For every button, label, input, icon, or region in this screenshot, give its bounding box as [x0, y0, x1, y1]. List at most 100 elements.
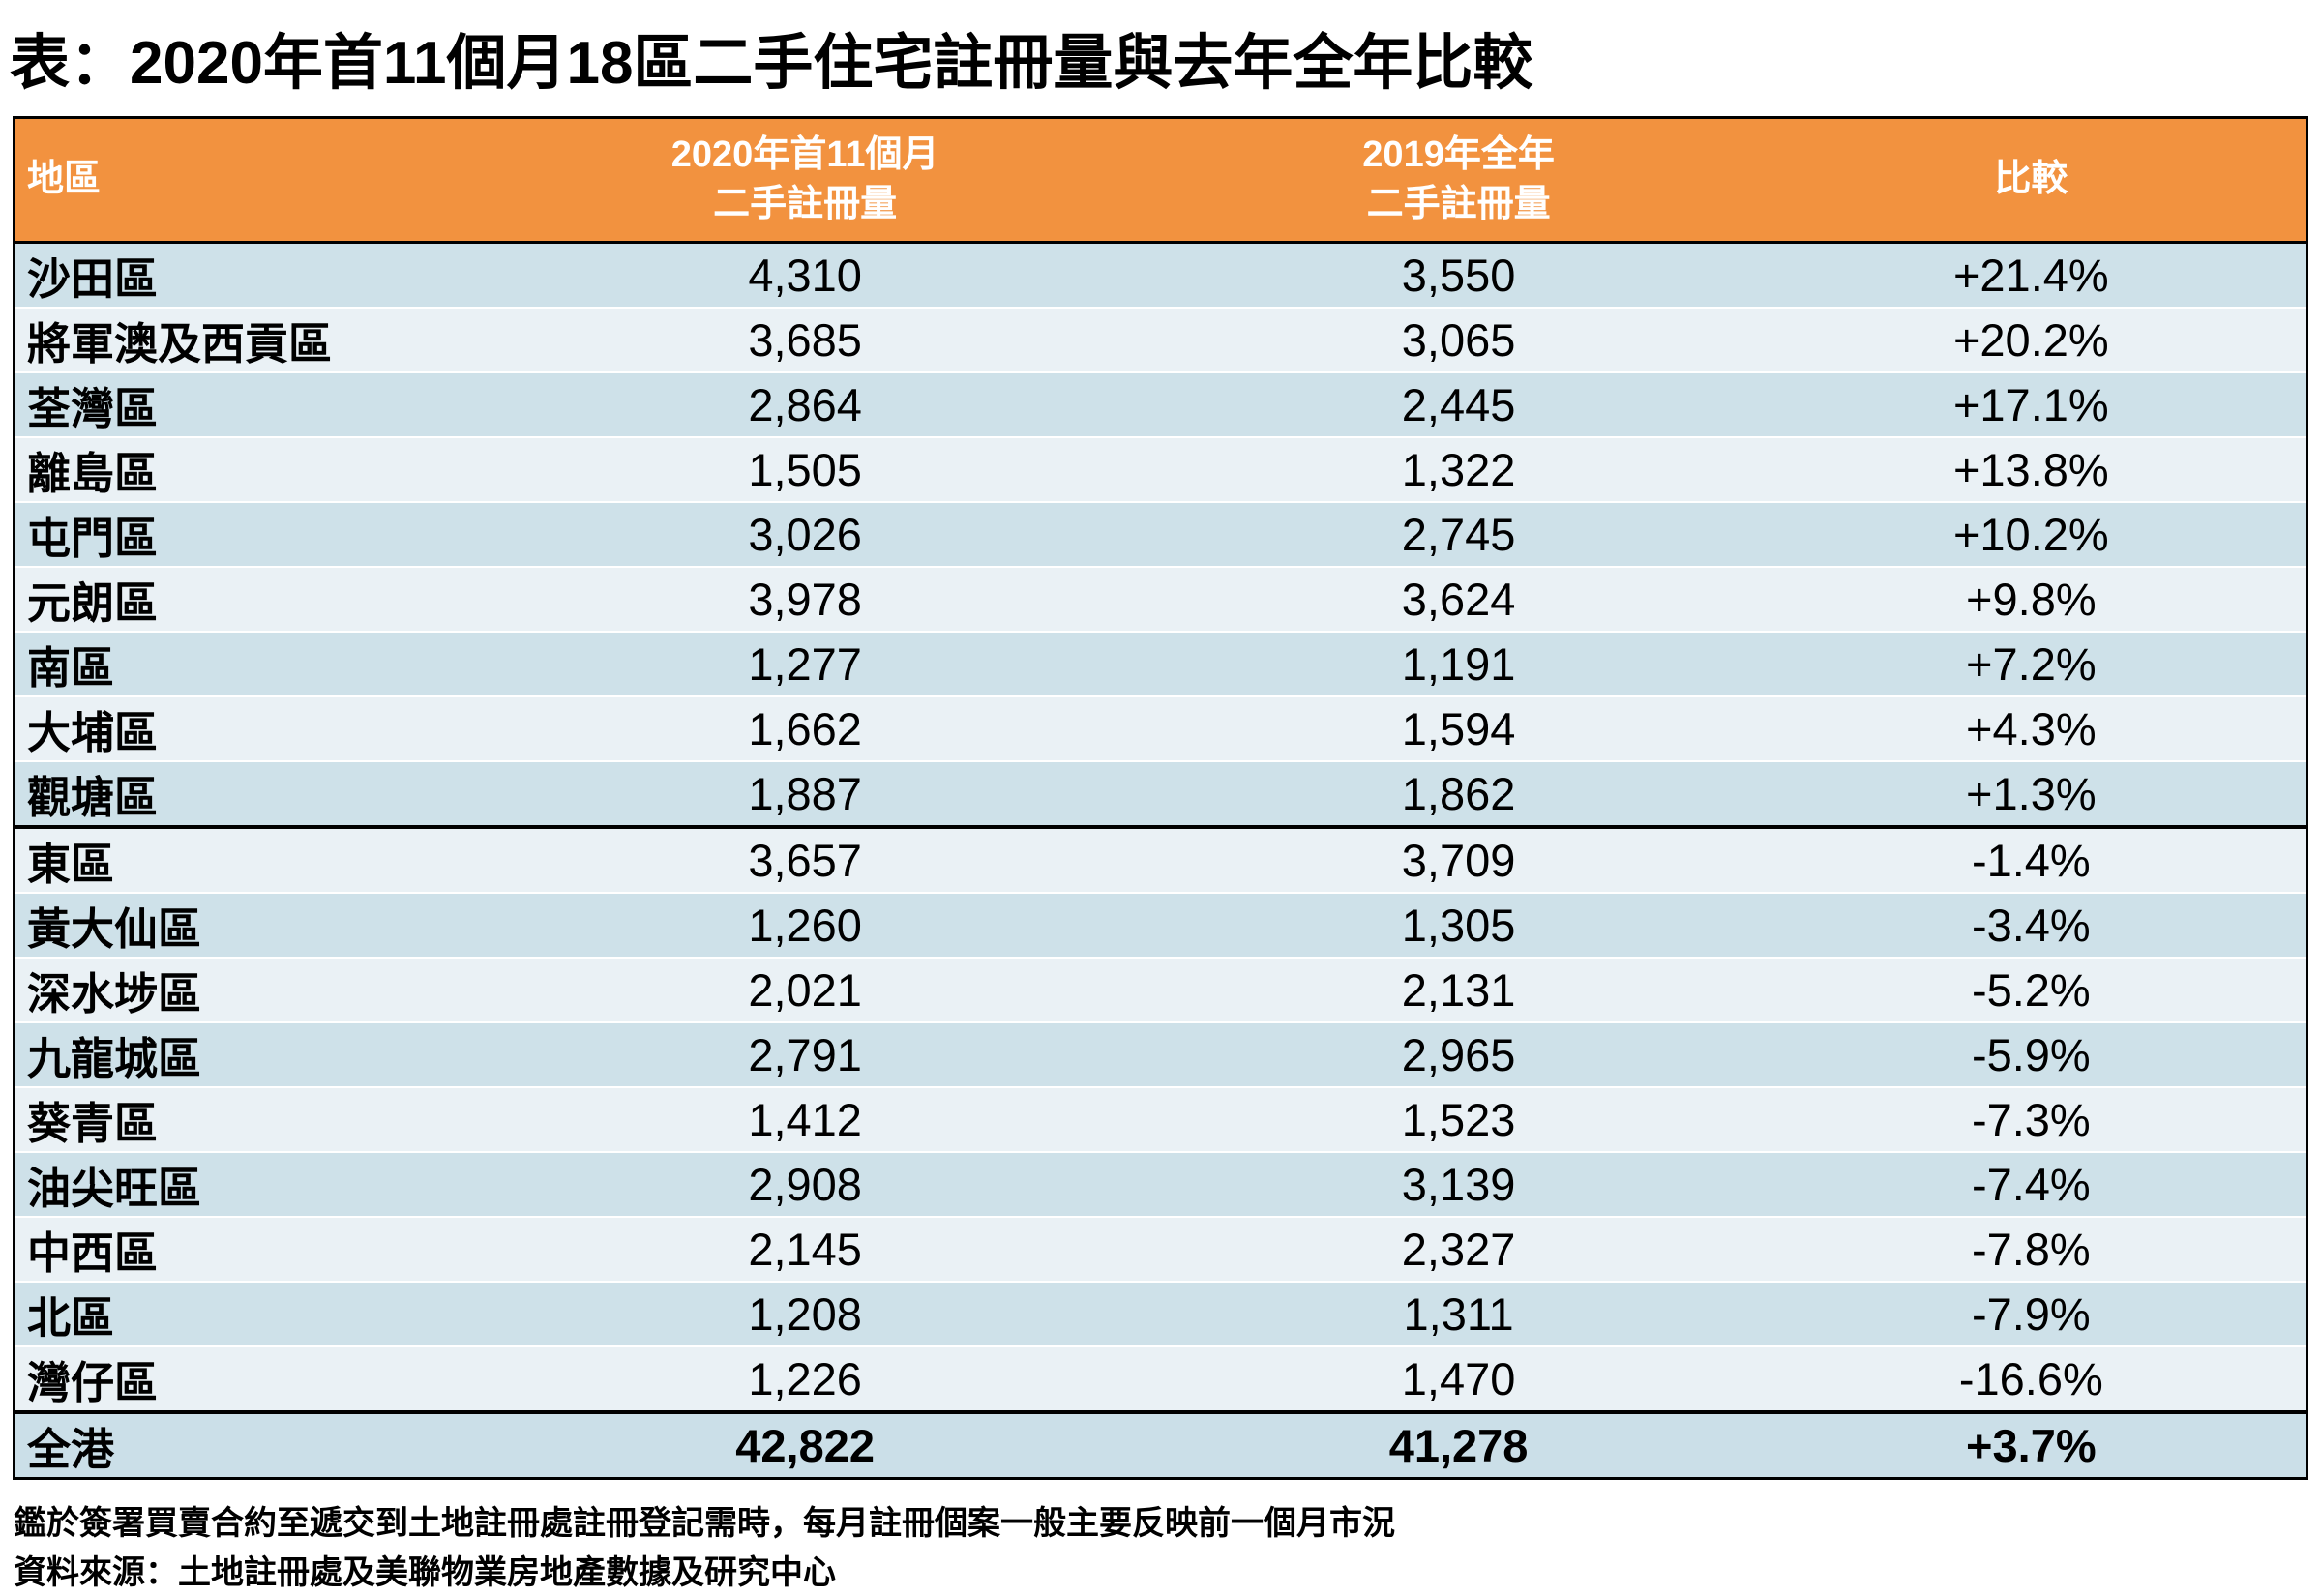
registrations-2020-cell: 2,145 — [449, 1216, 1161, 1282]
change-cell: +21.4% — [1756, 242, 2307, 308]
district-cell: 黃大仙區 — [14, 892, 450, 958]
footnote-source: 資料來源：土地註冊處及美聯物業房地產數據及研究中心 — [14, 1554, 836, 1591]
registrations-2019-cell: 2,445 — [1160, 371, 1757, 437]
table-total-section: 全港 42,822 41,278 +3.7% — [14, 1410, 2307, 1479]
change-cell: +17.1% — [1756, 371, 2307, 437]
change-cell: +1.3% — [1756, 760, 2307, 827]
district-cell: 中西區 — [14, 1216, 450, 1282]
header-row: 地區 2020年首11個月 二手註冊量 2019年全年 二手註冊量 比較 — [14, 117, 2307, 244]
table-body: 沙田區 4,310 3,550 +21.4% 將軍澳及西貢區 3,685 3,0… — [14, 242, 2307, 1412]
registrations-2020-cell: 1,226 — [449, 1345, 1161, 1412]
total-2020-cell: 42,822 — [449, 1410, 1161, 1479]
district-cell: 元朗區 — [14, 566, 450, 632]
registrations-2019-cell: 2,745 — [1160, 501, 1757, 567]
registrations-2019-cell: 1,523 — [1160, 1086, 1757, 1152]
change-cell: +4.3% — [1756, 695, 2307, 761]
change-cell: -7.4% — [1756, 1151, 2307, 1217]
registrations-2019-cell: 3,139 — [1160, 1151, 1757, 1217]
header-2019-line2: 二手註冊量 — [1366, 184, 1551, 224]
change-cell: -16.6% — [1756, 1345, 2307, 1412]
district-cell: 油尖旺區 — [14, 1151, 450, 1217]
table-row: 沙田區 4,310 3,550 +21.4% — [14, 242, 2307, 308]
change-cell: -7.9% — [1756, 1281, 2307, 1346]
table-row: 中西區 2,145 2,327 -7.8% — [14, 1216, 2307, 1282]
registrations-2020-cell: 4,310 — [449, 242, 1161, 308]
registrations-2019-cell: 2,131 — [1160, 957, 1757, 1022]
total-change-cell: +3.7% — [1756, 1410, 2307, 1479]
change-cell: -5.2% — [1756, 957, 2307, 1022]
registrations-2020-cell: 3,657 — [449, 825, 1161, 893]
table-row: 葵青區 1,412 1,523 -7.3% — [14, 1086, 2307, 1152]
registrations-2020-cell: 1,505 — [449, 436, 1161, 502]
registrations-2019-cell: 3,550 — [1160, 242, 1757, 308]
table-row: 九龍城區 2,791 2,965 -5.9% — [14, 1021, 2307, 1087]
registrations-2019-cell: 2,327 — [1160, 1216, 1757, 1282]
page-title: 表：2020年首11個月18區二手住宅註冊量與去年全年比較 — [10, 30, 1533, 97]
registrations-2020-cell: 3,026 — [449, 501, 1161, 567]
table-row: 北區 1,208 1,311 -7.9% — [14, 1281, 2307, 1346]
district-cell: 南區 — [14, 631, 450, 696]
district-cell: 深水埗區 — [14, 957, 450, 1022]
district-cell: 北區 — [14, 1281, 450, 1346]
registrations-2020-cell: 1,260 — [449, 892, 1161, 958]
table-row: 南區 1,277 1,191 +7.2% — [14, 631, 2307, 696]
registrations-table: 地區 2020年首11個月 二手註冊量 2019年全年 二手註冊量 比較 沙田區… — [13, 116, 2308, 1480]
footnote-timing: 鑑於簽署買賣合約至遞交到土地註冊處註冊登記需時，每月註冊個案一般主要反映前一個月… — [14, 1505, 1395, 1542]
registrations-2020-cell: 2,908 — [449, 1151, 1161, 1217]
table-row: 離島區 1,505 1,322 +13.8% — [14, 436, 2307, 502]
header-2019-line1: 2019年全年 — [1362, 133, 1555, 175]
header-2020-line2: 二手註冊量 — [713, 184, 898, 224]
registrations-2020-cell: 3,685 — [449, 307, 1161, 372]
district-cell: 將軍澳及西貢區 — [14, 307, 450, 372]
change-cell: +13.8% — [1756, 436, 2307, 502]
district-cell: 東區 — [14, 825, 450, 893]
table-row: 荃灣區 2,864 2,445 +17.1% — [14, 371, 2307, 437]
header-2019-registrations: 2019年全年 二手註冊量 — [1160, 117, 1757, 244]
district-cell: 觀塘區 — [14, 760, 450, 827]
table-row: 觀塘區 1,887 1,862 +1.3% — [14, 760, 2307, 827]
registrations-2019-cell: 1,305 — [1160, 892, 1757, 958]
total-2019-cell: 41,278 — [1160, 1410, 1757, 1479]
change-cell: -7.8% — [1756, 1216, 2307, 1282]
registrations-2020-cell: 1,208 — [449, 1281, 1161, 1346]
table-row: 黃大仙區 1,260 1,305 -3.4% — [14, 892, 2307, 958]
table-row: 元朗區 3,978 3,624 +9.8% — [14, 566, 2307, 632]
registrations-2019-cell: 2,965 — [1160, 1021, 1757, 1087]
registrations-2019-cell: 1,191 — [1160, 631, 1757, 696]
change-cell: +7.2% — [1756, 631, 2307, 696]
table-row: 東區 3,657 3,709 -1.4% — [14, 825, 2307, 893]
table-row: 屯門區 3,026 2,745 +10.2% — [14, 501, 2307, 567]
registrations-2020-cell: 3,978 — [449, 566, 1161, 632]
registrations-2019-cell: 3,065 — [1160, 307, 1757, 372]
district-cell: 大埔區 — [14, 695, 450, 761]
district-cell: 離島區 — [14, 436, 450, 502]
table-row: 油尖旺區 2,908 3,139 -7.4% — [14, 1151, 2307, 1217]
registrations-2020-cell: 1,277 — [449, 631, 1161, 696]
registrations-2019-cell: 1,862 — [1160, 760, 1757, 827]
table-row: 將軍澳及西貢區 3,685 3,065 +20.2% — [14, 307, 2307, 372]
change-cell: -1.4% — [1756, 825, 2307, 893]
registrations-2020-cell: 1,887 — [449, 760, 1161, 827]
total-district-cell: 全港 — [14, 1410, 450, 1479]
table-row: 深水埗區 2,021 2,131 -5.2% — [14, 957, 2307, 1022]
registrations-2019-cell: 3,709 — [1160, 825, 1757, 893]
header-2020-line1: 2020年首11個月 — [670, 133, 939, 175]
change-cell: -7.3% — [1756, 1086, 2307, 1152]
registrations-2020-cell: 1,412 — [449, 1086, 1161, 1152]
registrations-2019-cell: 1,594 — [1160, 695, 1757, 761]
header-2020-registrations: 2020年首11個月 二手註冊量 — [449, 117, 1161, 244]
district-cell: 荃灣區 — [14, 371, 450, 437]
total-row: 全港 42,822 41,278 +3.7% — [14, 1410, 2307, 1479]
district-cell: 沙田區 — [14, 242, 450, 308]
district-cell: 九龍城區 — [14, 1021, 450, 1087]
table-row: 灣仔區 1,226 1,470 -16.6% — [14, 1345, 2307, 1412]
registrations-2020-cell: 1,662 — [449, 695, 1161, 761]
header-compare: 比較 — [1756, 117, 2307, 244]
registrations-2019-cell: 1,470 — [1160, 1345, 1757, 1412]
change-cell: +10.2% — [1756, 501, 2307, 567]
registrations-2019-cell: 3,624 — [1160, 566, 1757, 632]
header-district: 地區 — [14, 117, 450, 244]
registrations-2020-cell: 2,791 — [449, 1021, 1161, 1087]
change-cell: -3.4% — [1756, 892, 2307, 958]
change-cell: +9.8% — [1756, 566, 2307, 632]
